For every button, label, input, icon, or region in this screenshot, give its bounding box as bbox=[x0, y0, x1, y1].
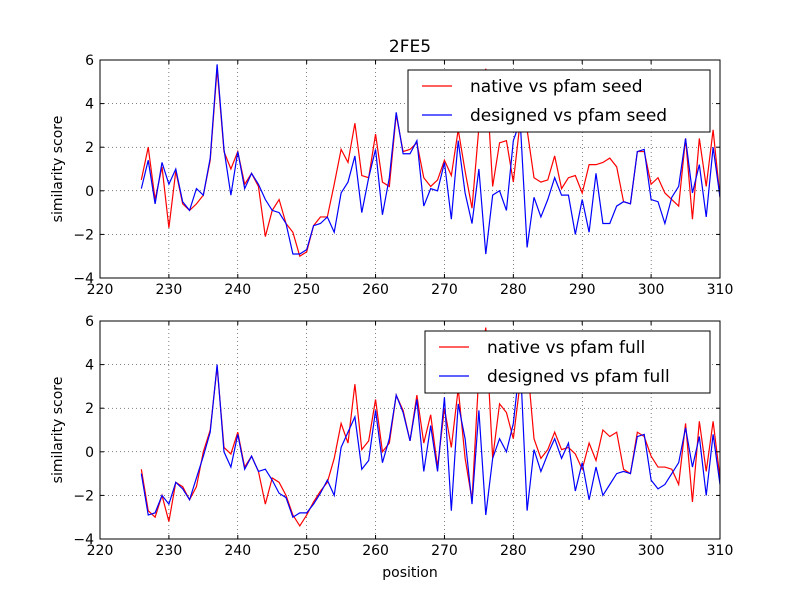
x-tick-label: 220 bbox=[87, 282, 114, 298]
top-subplot: 220 230 240 250 260 270 280 290 300 310 −4 −2 0 2 4 6 2F… bbox=[50, 37, 733, 298]
y-axis-label: similarity score bbox=[50, 116, 66, 223]
legend-label: native vs pfam seed bbox=[470, 77, 643, 97]
x-tick-label: 260 bbox=[362, 282, 389, 298]
bottom-subplot: 220 230 240 250 260 270 280 290 300 310 −4 −2 0 2 4 6 si… bbox=[50, 314, 733, 581]
y-axis-label: similarity score bbox=[50, 377, 66, 484]
y-tick-label: 4 bbox=[85, 358, 94, 374]
x-axis-label: position bbox=[382, 565, 437, 581]
y-tick-label: 0 bbox=[85, 184, 94, 200]
y-tick-label: 2 bbox=[85, 401, 94, 417]
axes-frame bbox=[99, 59, 721, 279]
x-tick-label: 280 bbox=[500, 282, 527, 298]
x-tick-label: 280 bbox=[500, 543, 527, 559]
axes-frame bbox=[99, 320, 721, 540]
legend-label: native vs pfam full bbox=[487, 338, 645, 358]
y-tick-label: 6 bbox=[85, 53, 94, 69]
x-tick-label: 240 bbox=[224, 282, 251, 298]
legend-label: designed vs pfam seed bbox=[470, 106, 667, 126]
y-tick-label: 6 bbox=[85, 314, 94, 330]
x-tick-label: 250 bbox=[293, 543, 320, 559]
series-line bbox=[140, 327, 720, 528]
x-tick-label: 220 bbox=[87, 543, 114, 559]
x-tick-label: 270 bbox=[431, 282, 458, 298]
y-tick-label: −2 bbox=[73, 227, 94, 243]
y-tick-label: −2 bbox=[73, 488, 94, 504]
x-tick-label: 260 bbox=[362, 543, 389, 559]
y-tick-label: 4 bbox=[85, 97, 94, 113]
y-tick-label: −4 bbox=[73, 271, 94, 287]
legend-label: designed vs pfam full bbox=[487, 367, 670, 387]
series-line bbox=[140, 360, 720, 519]
legend-box bbox=[407, 69, 711, 133]
chart-title: 2FE5 bbox=[389, 37, 431, 57]
x-tick-label: 230 bbox=[156, 282, 183, 298]
y-tick-label: −4 bbox=[73, 532, 94, 548]
x-tick-label: 310 bbox=[707, 282, 734, 298]
y-tick-label: 2 bbox=[85, 140, 94, 156]
x-tick-label: 250 bbox=[293, 282, 320, 298]
x-tick-label: 310 bbox=[707, 543, 734, 559]
x-tick-label: 240 bbox=[224, 543, 251, 559]
x-tick-label: 230 bbox=[156, 543, 183, 559]
series-line bbox=[140, 64, 720, 255]
x-tick-label: 300 bbox=[638, 282, 665, 298]
x-tick-label: 270 bbox=[431, 543, 458, 559]
x-tick-label: 290 bbox=[569, 543, 596, 559]
y-tick-label: 0 bbox=[85, 445, 94, 461]
x-tick-label: 290 bbox=[569, 282, 596, 298]
x-tick-label: 300 bbox=[638, 543, 665, 559]
legend-box bbox=[424, 330, 711, 394]
